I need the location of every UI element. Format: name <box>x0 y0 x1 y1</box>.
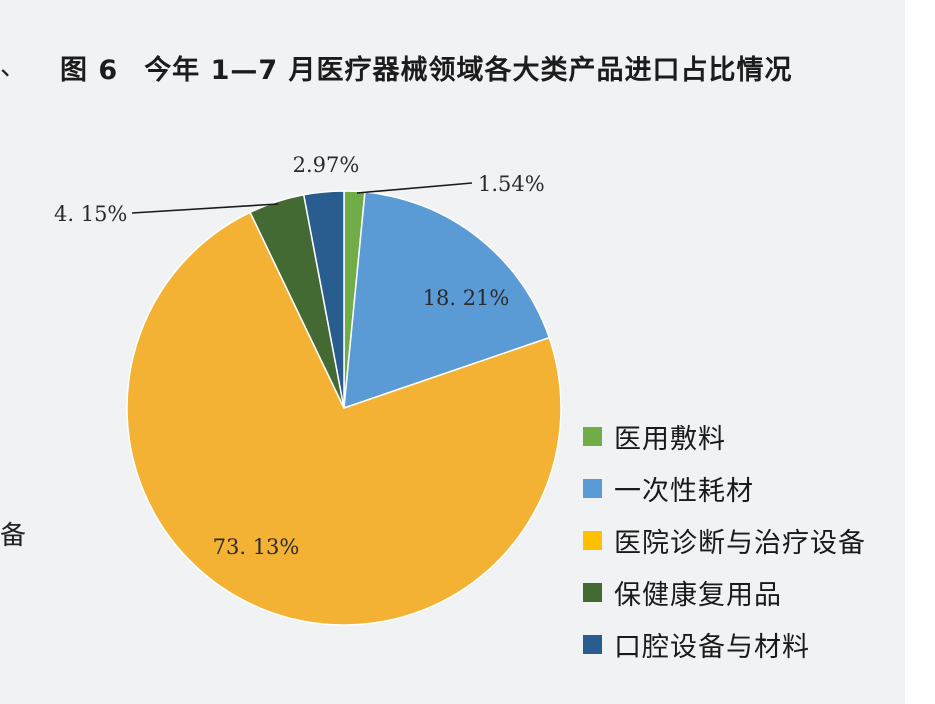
leader-line-rehab-healthcare-products <box>131 203 279 214</box>
legend-label: 保健康复用品 <box>614 579 782 611</box>
pie-chart: 1.54% 18. 21% 73. 13% 4. 15% 2.97% <box>54 153 562 626</box>
pie-slice-disposable-consumables <box>343 191 551 410</box>
data-label-disposable-consumables: 18. 21% <box>423 286 510 310</box>
chart-title: 图 6 今年 1—7 月医疗器械领域各大类产品进口占比情况 <box>60 48 793 87</box>
data-label-dental-equipment-materials: 2.97% <box>293 153 360 177</box>
leader-line-medical-dressings <box>356 182 473 194</box>
legend-swatch <box>583 634 602 654</box>
legend-label: 医院诊断与治疗设备 <box>614 527 866 559</box>
cropped-edge-text-bottom: 备 <box>0 521 27 551</box>
chart-title-text: 今年 1—7 月医疗器械领域各大类产品进口占比情况 <box>144 55 793 86</box>
figure-number: 图 6 <box>60 55 119 86</box>
cropped-edge-text-top: 、 <box>0 52 27 82</box>
legend-label: 医用敷料 <box>614 423 726 455</box>
legend-swatch <box>583 582 602 602</box>
legend-item-hospital-diagnostic-equipment: 医院诊断与治疗设备 <box>583 514 866 566</box>
pie-slice-hospital-diagnostic-equipment <box>126 211 562 626</box>
legend-item-dental-equipment-materials: 口腔设备与材料 <box>583 618 866 670</box>
data-label-rehab-healthcare-products: 4. 15% <box>54 202 127 226</box>
chart-canvas: 、 备 图 6 今年 1—7 月医疗器械领域各大类产品进口占比情况 1.54% 18… <box>0 0 905 704</box>
legend-item-disposable-consumables: 一次性耗材 <box>583 462 866 514</box>
data-label-hospital-diagnostic-equipment: 73. 13% <box>213 535 300 559</box>
legend-swatch <box>583 478 602 498</box>
legend-label: 一次性耗材 <box>614 475 754 507</box>
pie-slice-dental-equipment-materials <box>302 190 345 409</box>
data-label-medical-dressings: 1.54% <box>478 172 545 196</box>
legend-swatch <box>583 530 602 550</box>
legend-item-rehab-healthcare-products: 保健康复用品 <box>583 566 866 618</box>
legend-label: 口腔设备与材料 <box>614 631 810 663</box>
legend-swatch <box>583 426 602 446</box>
legend-item-medical-dressings: 医用敷料 <box>583 410 866 462</box>
legend: 医用敷料一次性耗材医院诊断与治疗设备 保健康复用品 口腔设备与材料 <box>583 410 866 670</box>
